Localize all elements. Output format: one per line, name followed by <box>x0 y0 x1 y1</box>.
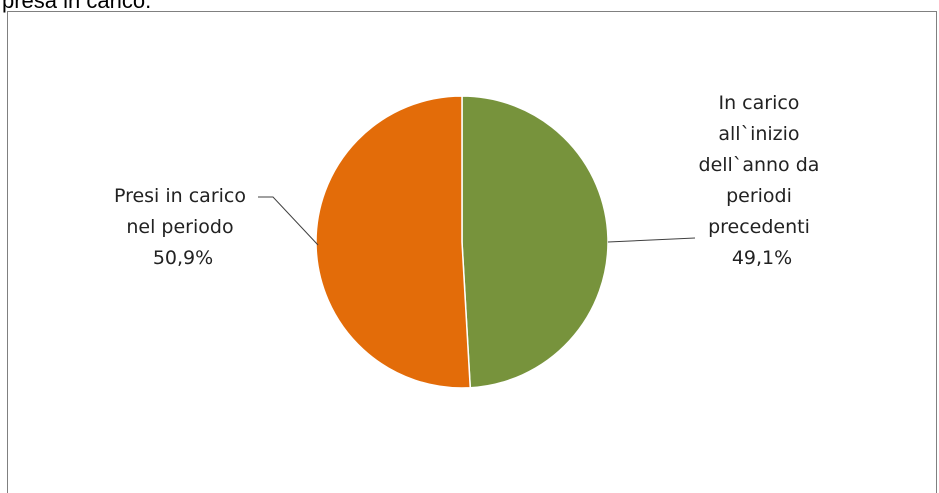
figure-caption: presa in carico. <box>2 0 152 13</box>
slice-label-right-line-2: all`inizio <box>718 123 799 145</box>
pie-slice-0 <box>461 95 609 389</box>
slice-label-left: Presi in carico nel periodo 50,9% <box>114 185 252 269</box>
chart-frame <box>7 11 937 493</box>
pie-slices <box>315 95 609 389</box>
slice-label-right: In carico all`inizio dell`anno da period… <box>699 92 826 269</box>
slice-label-right-line-5: precedenti <box>708 216 810 238</box>
slice-value-right: 49,1% <box>732 247 792 269</box>
slice-label-right-line-3: dell`anno da <box>699 154 820 176</box>
slice-label-left-line-1: Presi in carico <box>114 185 246 207</box>
pie-slice-1 <box>315 95 472 389</box>
leader-lines <box>258 196 696 246</box>
slice-label-right-line-4: periodi <box>726 185 792 207</box>
slice-label-left-line-2: nel periodo <box>126 216 233 238</box>
leader-line-left <box>258 196 319 246</box>
slice-label-right-line-1: In carico <box>719 92 800 114</box>
slice-value-left: 50,9% <box>153 247 213 269</box>
leader-line-right <box>607 237 696 243</box>
